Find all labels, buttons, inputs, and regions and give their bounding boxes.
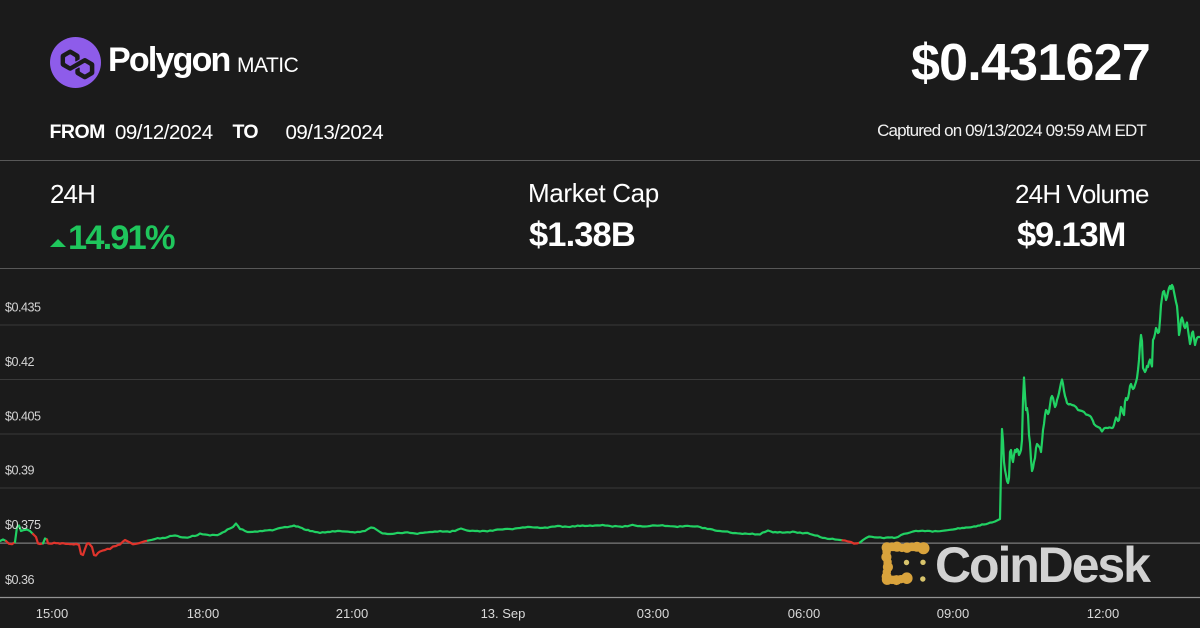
svg-text:$0.39: $0.39: [5, 464, 35, 478]
svg-text:13. Sep: 13. Sep: [481, 606, 526, 621]
svg-text:03:00: 03:00: [637, 606, 670, 621]
svg-text:CoinDesk: CoinDesk: [935, 538, 1151, 590]
svg-text:06:00: 06:00: [788, 606, 821, 621]
svg-text:$0.375: $0.375: [5, 518, 41, 532]
svg-text:$0.42: $0.42: [5, 355, 35, 369]
svg-text:21:00: 21:00: [336, 606, 369, 621]
svg-text:$0.405: $0.405: [5, 410, 41, 424]
svg-text:18:00: 18:00: [187, 606, 220, 621]
svg-text:$0.435: $0.435: [5, 301, 41, 315]
svg-text:$0.36: $0.36: [5, 573, 35, 587]
svg-text:09:00: 09:00: [937, 606, 970, 621]
svg-text:12:00: 12:00: [1087, 606, 1120, 621]
svg-text:15:00: 15:00: [36, 606, 69, 621]
